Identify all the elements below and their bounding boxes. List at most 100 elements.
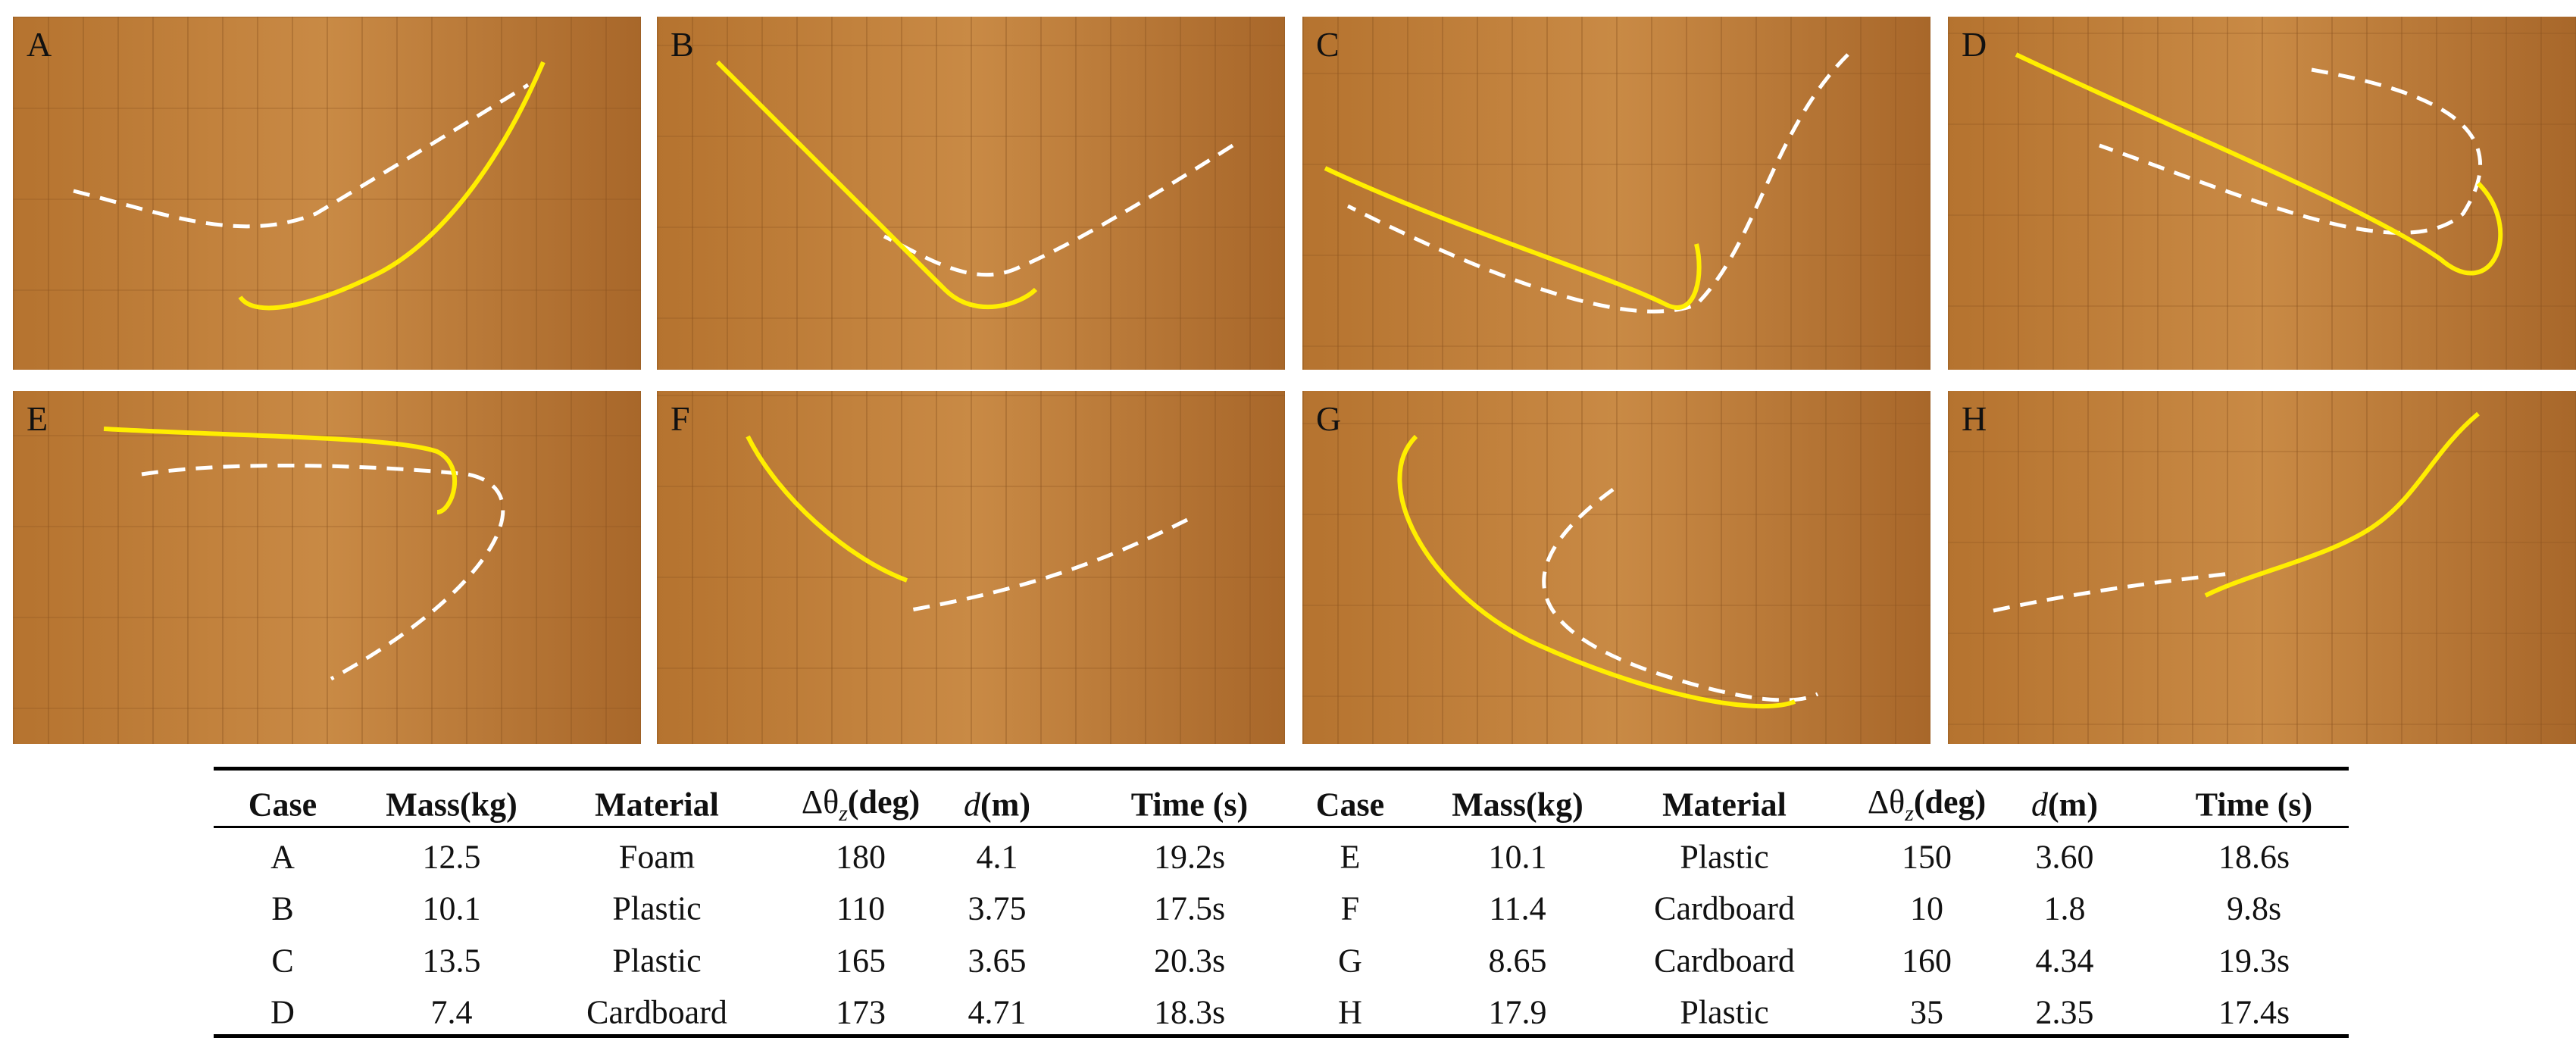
panel-label: E (27, 399, 48, 438)
plank-seam (657, 667, 1285, 669)
plank (2401, 17, 2402, 370)
plank (692, 17, 693, 370)
plank-seam (657, 317, 1285, 319)
photo (1302, 17, 1930, 370)
plank (222, 391, 224, 744)
object-path (715, 60, 1038, 309)
table-cell: Cardboard (1654, 889, 1795, 927)
plank (1249, 391, 1251, 744)
plank (1442, 17, 1443, 370)
plank (2018, 17, 2019, 370)
plank (1616, 17, 1618, 370)
plank (1477, 391, 1478, 744)
plank-seam (657, 577, 1285, 578)
table-cell: 19.2s (1153, 838, 1226, 876)
photo-panel: A (13, 17, 641, 370)
plank (1215, 17, 1216, 370)
plank (1180, 391, 1181, 744)
robot-path (883, 143, 1234, 277)
object-path (2015, 52, 2503, 276)
column-header: Δθz(deg) (1868, 783, 1986, 827)
plank (2157, 17, 2159, 370)
plank-seam (13, 435, 641, 436)
plank (2506, 17, 2507, 370)
plank-seam (13, 17, 641, 18)
plank (640, 17, 641, 370)
plank (1895, 391, 1896, 744)
plank (1372, 17, 1374, 370)
column-header: Δθz(deg) (802, 783, 920, 827)
plank (605, 17, 607, 370)
table-cell: 3.75 (968, 889, 1027, 927)
floor (657, 391, 1285, 744)
plank (1442, 391, 1443, 744)
floor (657, 17, 1285, 370)
column-header: Mass(kg) (386, 786, 517, 824)
plank-seam (13, 617, 641, 618)
plank (1477, 17, 1478, 370)
plank (48, 17, 49, 370)
plank-seam (1302, 696, 1930, 697)
table-cell: Foam (618, 838, 696, 876)
table-cell: 12.5 (422, 838, 481, 876)
plank (971, 391, 972, 744)
robot-path (2099, 67, 2482, 235)
panel-label: B (671, 25, 694, 64)
panel-label: G (1316, 399, 1342, 438)
plank (2540, 17, 2542, 370)
plank (2192, 391, 2193, 744)
column-header: Mass(kg) (1452, 786, 1583, 824)
table-cell: D (270, 993, 295, 1031)
plank (2401, 391, 2402, 744)
plank (2436, 17, 2437, 370)
column-header: Case (1315, 786, 1385, 824)
plank (605, 391, 607, 744)
plank-seam (13, 108, 641, 109)
plank-seam (1948, 123, 2576, 125)
table-cell: Plastic (1680, 838, 1769, 876)
plank-seam (657, 395, 1285, 396)
table-cell: 180 (836, 838, 886, 876)
plank-seam (1302, 255, 1930, 256)
plank (2540, 391, 2542, 744)
plank (257, 391, 258, 744)
plank (2087, 17, 2089, 370)
table-cell: 9.8s (2226, 889, 2282, 927)
table-cell: 4.71 (968, 993, 1027, 1031)
table-cell: 110 (836, 889, 886, 927)
plank (640, 391, 641, 744)
floor (1302, 17, 1930, 370)
plank (1302, 17, 1304, 370)
plank-seam (1302, 423, 1930, 424)
table-cell: E (1340, 838, 1361, 876)
plank (1755, 17, 1757, 370)
plank (396, 391, 398, 744)
plank (536, 17, 537, 370)
plank (1302, 391, 1304, 744)
plank-seam (1948, 305, 2576, 307)
photo (13, 391, 641, 744)
robot-path (141, 463, 505, 681)
plank-seam (1302, 514, 1930, 515)
robot-path (73, 83, 530, 229)
plank (2262, 17, 2263, 370)
panel-label: C (1316, 25, 1340, 64)
floor (13, 391, 641, 744)
plank (1512, 391, 1513, 744)
panel-label: H (1962, 399, 1987, 438)
table-cell: 2.35 (2035, 993, 2094, 1031)
plank (1284, 391, 1285, 744)
plank-seam (1302, 605, 1930, 606)
plank (152, 17, 154, 370)
plank (831, 17, 833, 370)
plank-seam (13, 708, 641, 709)
column-header: Case (248, 786, 317, 824)
plank (431, 391, 433, 744)
plank (2366, 391, 2368, 744)
plank (2471, 17, 2472, 370)
table-cell: 150 (1902, 838, 1952, 876)
plank (2018, 391, 2019, 744)
plank-seam (1948, 542, 2576, 543)
plank (2471, 391, 2472, 744)
table-cell: 1.8 (2043, 889, 2086, 927)
